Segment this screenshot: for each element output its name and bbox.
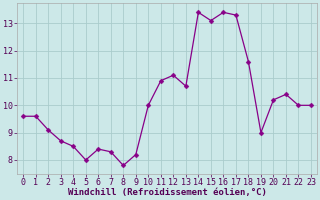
X-axis label: Windchill (Refroidissement éolien,°C): Windchill (Refroidissement éolien,°C): [68, 188, 267, 197]
